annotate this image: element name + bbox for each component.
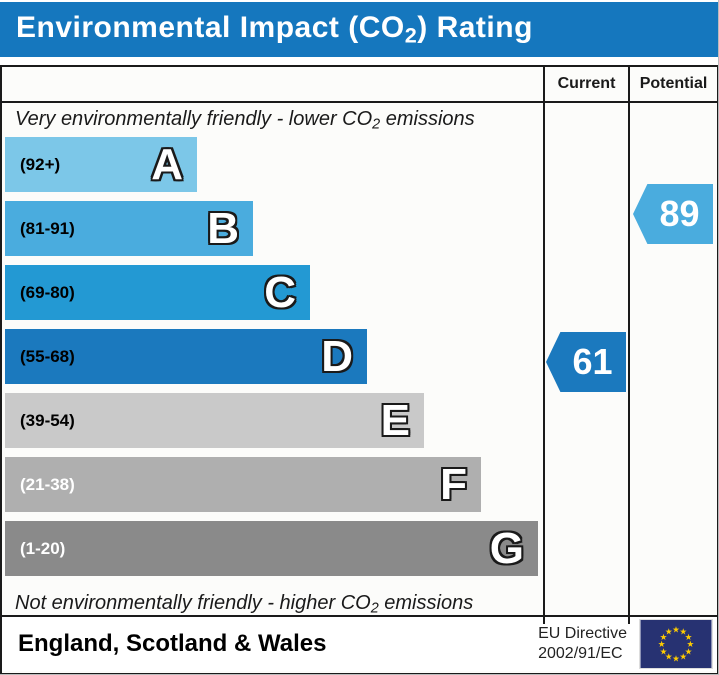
band-e: (39-54) E — [5, 393, 424, 448]
column-header-current: Current — [543, 67, 628, 101]
band-b: (81-91) B — [5, 201, 253, 256]
svg-text:★: ★ — [665, 628, 673, 638]
band-range-label: (1-20) — [20, 538, 66, 558]
top-note: Very environmentally friendly - lower CO… — [2, 103, 543, 137]
rating-table: Current Potential Very environmentally f… — [0, 65, 718, 674]
table-header-spacer — [2, 67, 543, 101]
band-range-label: (21-38) — [20, 474, 75, 494]
band-letter: D — [321, 331, 353, 381]
band-f: (21-38) F — [5, 457, 481, 512]
bottom-note: Not environmentally friendly - higher CO… — [2, 585, 543, 624]
svg-text:★: ★ — [685, 633, 693, 643]
band-letter: E — [380, 395, 410, 445]
footer: England, Scotland & Wales EU Directive 2… — [2, 617, 717, 671]
band-d: (55-68) D — [5, 329, 367, 384]
table-body: Very environmentally friendly - lower CO… — [2, 103, 717, 624]
band-range-label: (81-91) — [20, 218, 75, 238]
band-letter: A — [151, 139, 183, 189]
top-note-text: Very environmentally friendly - lower CO… — [15, 107, 475, 133]
band-g: (1-20) G — [5, 521, 538, 576]
bottom-note-text: Not environmentally friendly - higher CO… — [15, 592, 474, 617]
current-rating-marker: 61 — [546, 332, 626, 392]
column-header-potential: Potential — [628, 67, 717, 101]
band-range-label: (69-80) — [20, 282, 75, 302]
svg-text:★: ★ — [685, 647, 693, 657]
svg-text:★: ★ — [687, 640, 695, 650]
rating-scale: Very environmentally friendly - lower CO… — [2, 103, 543, 624]
band-range-label: (55-68) — [20, 346, 75, 366]
svg-text:★: ★ — [660, 647, 668, 657]
bands: (92+) A (81-91) B (69-80) C (55-68) D (39-54) E (2… — [2, 137, 543, 576]
svg-text:★: ★ — [672, 626, 680, 636]
band-letter: B — [207, 203, 239, 253]
band-letter: G — [489, 523, 524, 573]
potential-column: 89 — [628, 103, 717, 624]
band-range-label: (39-54) — [20, 410, 75, 430]
current-column: 61 — [543, 103, 628, 624]
svg-text:★: ★ — [672, 654, 680, 664]
band-a: (92+) A — [5, 137, 197, 192]
region-label: England, Scotland & Wales — [18, 630, 327, 657]
eu-directive-line1: EU Directive — [538, 625, 627, 642]
svg-text:★: ★ — [658, 640, 666, 650]
band-letter: C — [264, 267, 296, 317]
svg-text:★: ★ — [679, 628, 687, 638]
svg-text:★: ★ — [679, 653, 687, 663]
eu-flag-icon: ★ ★★★★★★★★★★★ — [639, 619, 713, 669]
band-c: (69-80) C — [5, 265, 310, 320]
potential-rating-marker: 89 — [633, 184, 713, 244]
band-range-label: (92+) — [20, 154, 61, 174]
page-title-text: Environmental Impact (CO2) Rating — [16, 10, 533, 48]
current-rating-value: 61 — [572, 341, 613, 382]
potential-rating-value: 89 — [659, 193, 700, 234]
svg-text:★: ★ — [660, 633, 668, 643]
band-letter: F — [440, 459, 467, 509]
page-title: Environmental Impact (CO2) Rating — [0, 2, 718, 57]
svg-text:★: ★ — [665, 653, 673, 663]
eu-directive-label: EU Directive 2002/91/EC — [538, 624, 627, 664]
eu-directive-line2: 2002/91/EC — [538, 645, 623, 662]
table-header-row: Current Potential — [2, 67, 717, 103]
